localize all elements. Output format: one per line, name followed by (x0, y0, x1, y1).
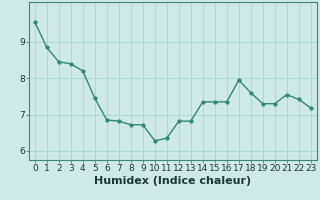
X-axis label: Humidex (Indice chaleur): Humidex (Indice chaleur) (94, 176, 252, 186)
